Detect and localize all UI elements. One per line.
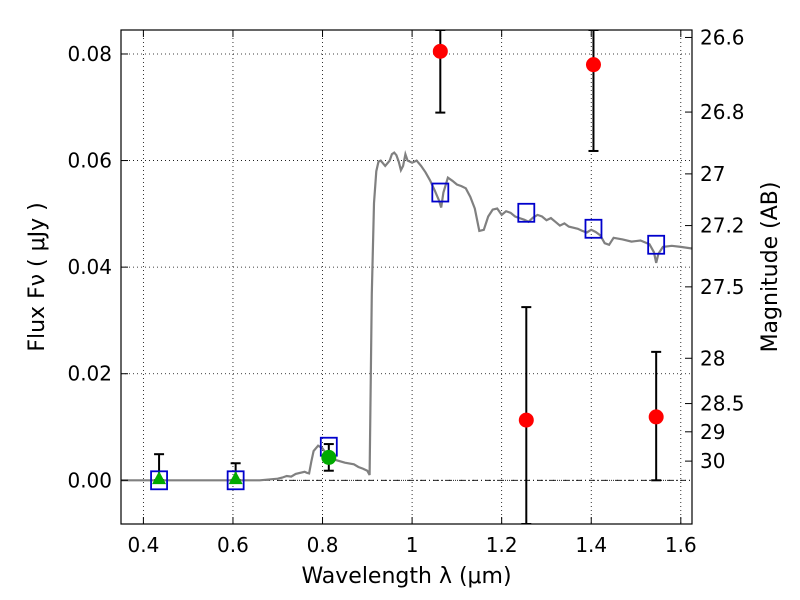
y-tick-label-4: 0.08: [67, 42, 112, 66]
y-axis-label: Flux Fν ( μJy ): [25, 202, 50, 351]
right-tick-label-3: 27.2: [700, 214, 745, 238]
y-axis-ticks: 0.00 0.02 0.04 0.06 0.08: [67, 42, 128, 492]
grid-lines: [121, 30, 692, 524]
x-tick-label-6: 1.6: [665, 533, 697, 557]
x-tick-label-4: 1.2: [486, 533, 518, 557]
right-tick-label-4: 27.5: [700, 275, 745, 299]
model-square-point-3: [431, 182, 450, 203]
red-circle-point-2: [585, 57, 601, 73]
model-square-point-4: [517, 202, 536, 223]
red-circle-point-1: [518, 412, 534, 428]
x-tick-label-0: 0.4: [127, 533, 159, 557]
y-tick-label-0: 0.00: [67, 468, 112, 492]
error-bars: [154, 30, 662, 524]
y-tick-label-2: 0.04: [67, 255, 112, 279]
y-tick-label-1: 0.02: [67, 362, 112, 386]
x-tick-label-3: 1: [406, 533, 419, 557]
triangle-point-1: [228, 471, 243, 485]
x-axis-label: Wavelength λ (μm): [301, 564, 511, 589]
x-tick-label-1: 0.6: [217, 533, 249, 557]
right-axis-ticks: 26.6 26.8 27 27.2 27.5 28 28.5 29 30: [685, 25, 745, 473]
data-markers: [150, 43, 666, 491]
red-circle-point-3: [648, 409, 664, 425]
y-tick-label-3: 0.06: [67, 149, 112, 173]
model-square-point-5: [584, 218, 603, 239]
right-tick-label-5: 28: [700, 346, 725, 370]
model-square-point-6: [647, 234, 666, 255]
right-tick-label-1: 26.8: [700, 100, 745, 124]
right-tick-label-2: 27: [700, 162, 725, 186]
x-tick-label-2: 0.8: [307, 533, 339, 557]
plot-frame: [120, 29, 693, 525]
red-circle-point-0: [432, 43, 448, 59]
x-axis-ticks: 0.4 0.6 0.8 1 1.2 1.4 1.6: [127, 30, 697, 557]
model-spectrum-line: [121, 149, 692, 482]
right-tick-label-0: 26.6: [700, 25, 745, 49]
right-tick-label-6: 28.5: [700, 392, 745, 416]
right-tick-label-8: 30: [700, 449, 725, 473]
triangle-point-0: [152, 471, 167, 485]
green-circle-point-0: [321, 449, 337, 465]
x-tick-label-5: 1.4: [575, 533, 607, 557]
right-axis-label: Magnitude (AB): [758, 182, 783, 353]
right-tick-label-7: 29: [700, 420, 725, 444]
